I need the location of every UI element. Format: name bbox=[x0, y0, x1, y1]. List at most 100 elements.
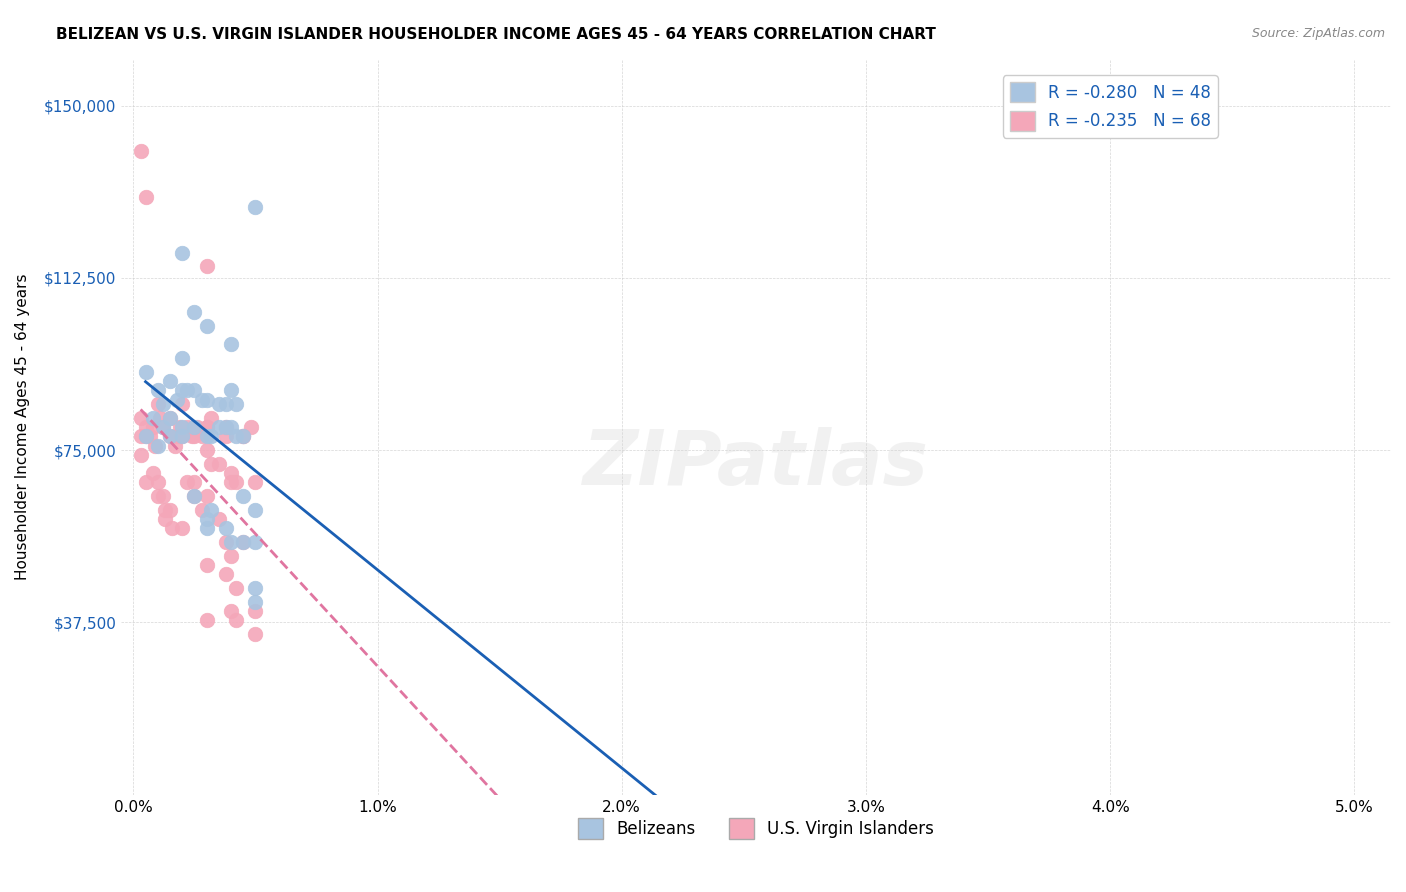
Point bbox=[195, 260, 218, 274]
Point bbox=[152, 489, 174, 503]
Point bbox=[215, 420, 238, 434]
Point bbox=[219, 604, 242, 618]
Point bbox=[142, 411, 165, 425]
Point bbox=[159, 411, 181, 425]
Point bbox=[245, 595, 267, 609]
Point bbox=[183, 475, 205, 490]
Point bbox=[232, 429, 254, 443]
Point bbox=[142, 466, 165, 480]
Point bbox=[129, 429, 152, 443]
Point bbox=[172, 521, 194, 535]
Point bbox=[159, 429, 181, 443]
Point bbox=[245, 604, 267, 618]
Point bbox=[225, 429, 247, 443]
Point bbox=[172, 429, 194, 443]
Text: ZIPatlas: ZIPatlas bbox=[583, 427, 929, 501]
Point bbox=[176, 420, 198, 434]
Point bbox=[215, 397, 238, 411]
Point bbox=[225, 475, 247, 490]
Text: Source: ZipAtlas.com: Source: ZipAtlas.com bbox=[1251, 27, 1385, 40]
Point bbox=[172, 245, 194, 260]
Point bbox=[195, 489, 218, 503]
Point bbox=[129, 448, 152, 462]
Point bbox=[153, 503, 176, 517]
Point bbox=[183, 489, 205, 503]
Point bbox=[142, 420, 165, 434]
Point bbox=[215, 567, 238, 582]
Point bbox=[146, 489, 169, 503]
Point bbox=[183, 489, 205, 503]
Point bbox=[245, 627, 267, 641]
Point bbox=[183, 305, 205, 319]
Point bbox=[200, 457, 222, 471]
Point bbox=[143, 438, 166, 452]
Point bbox=[225, 397, 247, 411]
Point bbox=[219, 337, 242, 351]
Point bbox=[232, 429, 254, 443]
Point bbox=[149, 411, 172, 425]
Point bbox=[232, 535, 254, 549]
Point bbox=[215, 535, 238, 549]
Point bbox=[176, 475, 198, 490]
Point bbox=[195, 558, 218, 572]
Point bbox=[195, 512, 218, 526]
Point bbox=[166, 429, 188, 443]
Point bbox=[195, 521, 218, 535]
Point bbox=[200, 503, 222, 517]
Point bbox=[163, 438, 186, 452]
Point bbox=[152, 420, 174, 434]
Point bbox=[208, 420, 231, 434]
Point bbox=[219, 384, 242, 398]
Point bbox=[245, 581, 267, 595]
Point bbox=[146, 438, 169, 452]
Point bbox=[190, 503, 212, 517]
Point bbox=[195, 420, 218, 434]
Point bbox=[172, 351, 194, 366]
Point bbox=[219, 466, 242, 480]
Point bbox=[172, 429, 194, 443]
Point bbox=[219, 549, 242, 563]
Point bbox=[195, 429, 218, 443]
Point bbox=[208, 512, 231, 526]
Point bbox=[232, 489, 254, 503]
Point bbox=[169, 420, 191, 434]
Point bbox=[245, 535, 267, 549]
Point bbox=[208, 397, 231, 411]
Point bbox=[190, 392, 212, 407]
Point bbox=[200, 411, 222, 425]
Point bbox=[183, 384, 205, 398]
Point bbox=[159, 411, 181, 425]
Point bbox=[146, 384, 169, 398]
Point bbox=[159, 374, 181, 388]
Point bbox=[232, 535, 254, 549]
Legend: Belizeans, U.S. Virgin Islanders: Belizeans, U.S. Virgin Islanders bbox=[571, 812, 941, 846]
Point bbox=[245, 475, 267, 490]
Point bbox=[219, 535, 242, 549]
Point bbox=[152, 397, 174, 411]
Point bbox=[162, 521, 184, 535]
Point bbox=[195, 420, 218, 434]
Point bbox=[183, 420, 205, 434]
Point bbox=[215, 521, 238, 535]
Point bbox=[172, 397, 194, 411]
Point bbox=[152, 420, 174, 434]
Point bbox=[195, 443, 218, 458]
Point bbox=[208, 457, 231, 471]
Point bbox=[232, 429, 254, 443]
Y-axis label: Householder Income Ages 45 - 64 years: Householder Income Ages 45 - 64 years bbox=[15, 274, 30, 581]
Point bbox=[153, 512, 176, 526]
Point bbox=[135, 190, 157, 204]
Point bbox=[195, 319, 218, 334]
Point bbox=[146, 397, 169, 411]
Point bbox=[159, 503, 181, 517]
Point bbox=[129, 411, 152, 425]
Point bbox=[195, 392, 218, 407]
Point bbox=[166, 392, 188, 407]
Point bbox=[146, 475, 169, 490]
Point bbox=[135, 420, 157, 434]
Point bbox=[159, 429, 181, 443]
Point bbox=[135, 429, 157, 443]
Text: BELIZEAN VS U.S. VIRGIN ISLANDER HOUSEHOLDER INCOME AGES 45 - 64 YEARS CORRELATI: BELIZEAN VS U.S. VIRGIN ISLANDER HOUSEHO… bbox=[56, 27, 936, 42]
Point bbox=[183, 429, 205, 443]
Point bbox=[139, 429, 162, 443]
